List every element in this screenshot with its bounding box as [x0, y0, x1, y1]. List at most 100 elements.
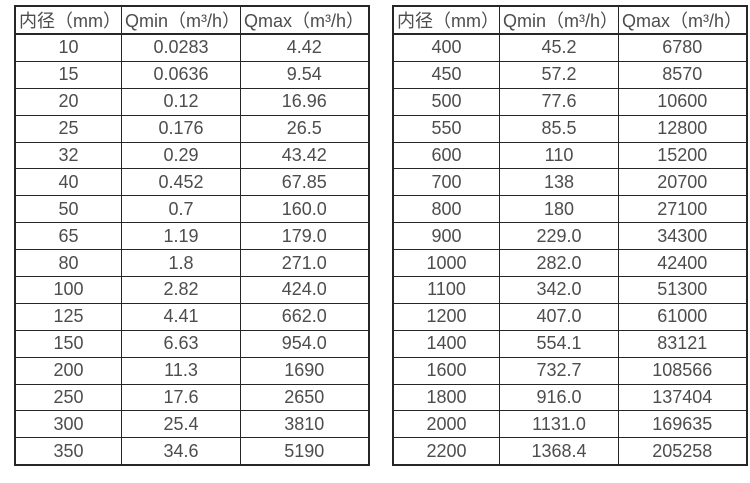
table-cell: 342.0 [498, 276, 620, 304]
table-cell: 45.2 [498, 33, 620, 62]
table-cell: 5190 [240, 437, 370, 466]
table-cell: 600 [392, 141, 500, 170]
table-cell: 137404 [618, 383, 748, 412]
table-row: 1200 407.0 61000 [392, 302, 748, 331]
table-row: 900 229.0 34300 [392, 222, 748, 251]
table-cell: 61000 [618, 302, 748, 331]
table-row: 450 57.2 8570 [392, 60, 748, 89]
table-cell: 12800 [618, 114, 748, 143]
table-cell: 32 [14, 141, 122, 170]
table-cell: 0.29 [120, 141, 242, 170]
table-cell: 1690 [240, 356, 370, 385]
table-row: 32 0.29 43.42 [14, 141, 370, 170]
table-cell: 0.176 [120, 114, 242, 143]
table-cell: 1400 [392, 329, 500, 358]
table-row: 250 17.6 2650 [14, 383, 370, 412]
table-cell: 424.0 [240, 276, 370, 304]
table-cell: 67.85 [240, 168, 370, 197]
table-cell: 110 [498, 141, 620, 170]
column-header: 内径（mm） [14, 5, 122, 35]
table-row: 10 0.0283 4.42 [14, 33, 370, 62]
column-header: 内径（mm） [392, 5, 500, 35]
table-cell: 0.12 [120, 87, 242, 116]
table-cell: 80 [14, 249, 122, 278]
header-row: 内径（mm） Qmin（m³/h） Qmax（m³/h） [392, 5, 748, 35]
table-row: 20 0.12 16.96 [14, 87, 370, 116]
table-cell: 34300 [618, 222, 748, 251]
table-cell: 916.0 [498, 383, 620, 412]
table-cell: 8570 [618, 60, 748, 89]
flow-spec-table-left: 内径（mm） Qmin（m³/h） Qmax（m³/h） 10 0.0283 4.42 1… [14, 5, 370, 467]
table-cell: 40 [14, 168, 122, 197]
table-cell: 6780 [618, 33, 748, 62]
table-row: 1800 916.0 137404 [392, 383, 748, 412]
table-cell: 1131.0 [498, 410, 620, 439]
table-row: 25 0.176 26.5 [14, 114, 370, 143]
table-row: 200 11.3 1690 [14, 356, 370, 385]
table-cell: 700 [392, 168, 500, 197]
table-cell: 0.452 [120, 168, 242, 197]
table-cell: 954.0 [240, 329, 370, 358]
table-cell: 1800 [392, 383, 500, 412]
table-row: 2000 1131.0 169635 [392, 410, 748, 439]
table-cell: 15 [14, 60, 122, 89]
table-cell: 1.8 [120, 249, 242, 278]
table-cell: 77.6 [498, 87, 620, 116]
table-cell: 0.0283 [120, 33, 242, 62]
column-header: Qmax（m³/h） [240, 5, 370, 35]
table-cell: 43.42 [240, 141, 370, 170]
flow-spec-table-right: 内径（mm） Qmin（m³/h） Qmax（m³/h） 400 45.2 6780 45… [392, 5, 748, 467]
table-cell: 57.2 [498, 60, 620, 89]
table-cell: 17.6 [120, 383, 242, 412]
table-cell: 250 [14, 383, 122, 412]
table-cell: 20 [14, 87, 122, 116]
table-cell: 108566 [618, 356, 748, 385]
table-cell: 2200 [392, 437, 500, 466]
table-cell: 42400 [618, 249, 748, 278]
table-cell: 2000 [392, 410, 500, 439]
table-row: 300 25.4 3810 [14, 410, 370, 439]
table-cell: 27100 [618, 195, 748, 224]
table-cell: 34.6 [120, 437, 242, 466]
table-cell: 400 [392, 33, 500, 62]
table-cell: 0.7 [120, 195, 242, 224]
table-cell: 1100 [392, 276, 500, 304]
table-row: 15 0.0636 9.54 [14, 60, 370, 89]
table-cell: 65 [14, 222, 122, 251]
table-cell: 20700 [618, 168, 748, 197]
table-row: 550 85.5 12800 [392, 114, 748, 143]
table-cell: 300 [14, 410, 122, 439]
table-row: 1600 732.7 108566 [392, 356, 748, 385]
table-cell: 900 [392, 222, 500, 251]
header-row: 内径（mm） Qmin（m³/h） Qmax（m³/h） [14, 5, 370, 35]
table-row: 600 110 15200 [392, 141, 748, 170]
table-cell: 6.63 [120, 329, 242, 358]
table-cell: 169635 [618, 410, 748, 439]
table-row: 1000 282.0 42400 [392, 249, 748, 278]
column-header: Qmin（m³/h） [120, 5, 242, 35]
table-cell: 0.0636 [120, 60, 242, 89]
table-cell: 83121 [618, 329, 748, 358]
table-row: 150 6.63 954.0 [14, 329, 370, 358]
table-row: 800 180 27100 [392, 195, 748, 224]
table-cell: 125 [14, 302, 122, 331]
table-cell: 1200 [392, 302, 500, 331]
table-cell: 138 [498, 168, 620, 197]
table-cell: 3810 [240, 410, 370, 439]
table-cell: 180 [498, 195, 620, 224]
table-row: 500 77.6 10600 [392, 87, 748, 116]
table-cell: 10600 [618, 87, 748, 116]
table-row: 100 2.82 424.0 [14, 276, 370, 304]
table-cell: 450 [392, 60, 500, 89]
table-cell: 1600 [392, 356, 500, 385]
table-cell: 11.3 [120, 356, 242, 385]
table-cell: 100 [14, 276, 122, 304]
table-cell: 25 [14, 114, 122, 143]
table-cell: 229.0 [498, 222, 620, 251]
table-row: 65 1.19 179.0 [14, 222, 370, 251]
table-cell: 9.54 [240, 60, 370, 89]
column-header: Qmin（m³/h） [498, 5, 620, 35]
table-cell: 662.0 [240, 302, 370, 331]
table-row: 350 34.6 5190 [14, 437, 370, 466]
table-cell: 179.0 [240, 222, 370, 251]
